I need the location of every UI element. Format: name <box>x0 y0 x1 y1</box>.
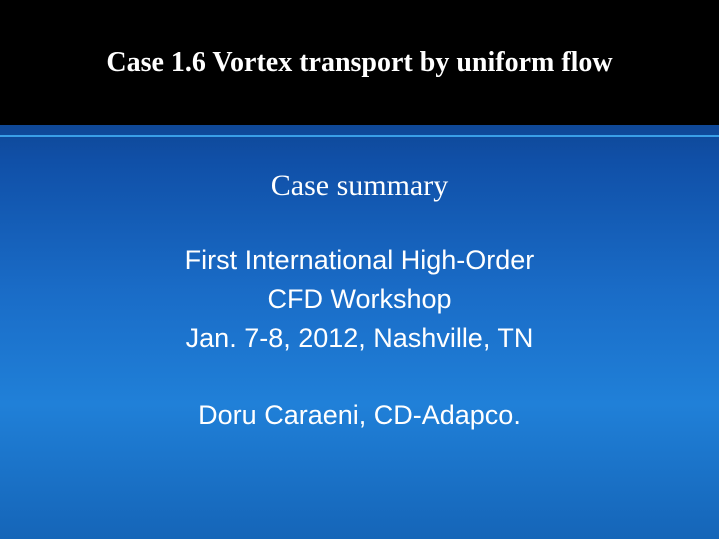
slide-container: Case 1.6 Vortex transport by uniform flo… <box>0 0 719 539</box>
header-divider <box>0 135 719 137</box>
slide-body: Case summary First International High-Or… <box>0 169 719 436</box>
body-line: First International High-Order <box>0 241 719 280</box>
slide-subtitle: Case summary <box>0 169 719 203</box>
body-line: CFD Workshop <box>0 280 719 319</box>
slide-header: Case 1.6 Vortex transport by uniform flo… <box>0 0 719 125</box>
author-line: Doru Caraeni, CD-Adapco. <box>0 396 719 435</box>
spacer <box>0 358 719 396</box>
slide-title: Case 1.6 Vortex transport by uniform flo… <box>106 47 612 79</box>
body-line: Jan. 7-8, 2012, Nashville, TN <box>0 319 719 358</box>
